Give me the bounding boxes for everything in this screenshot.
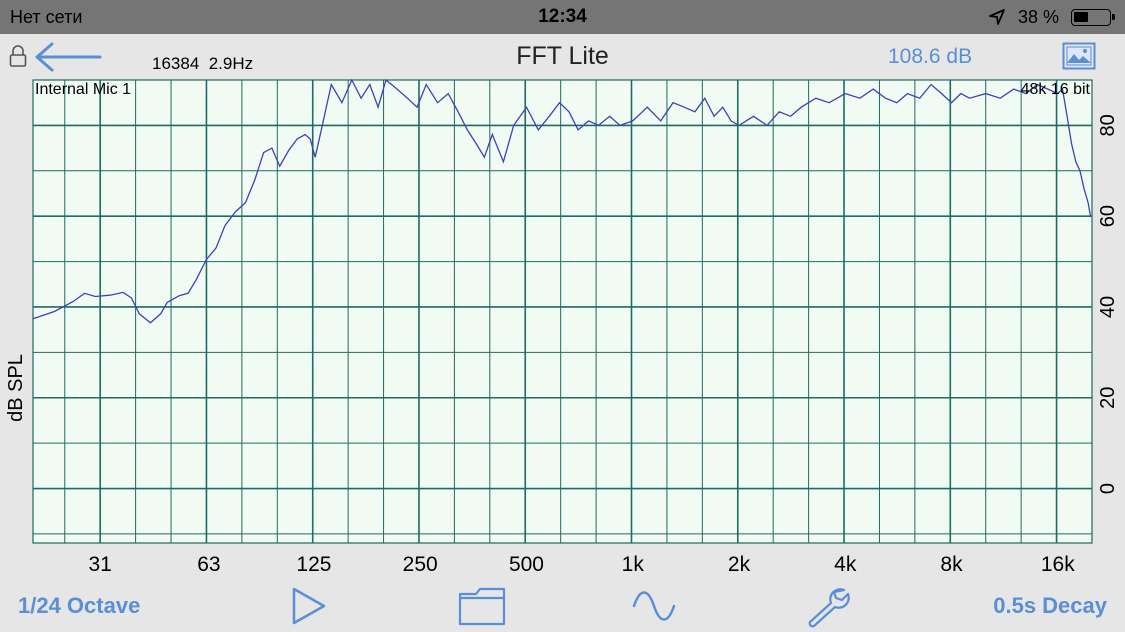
x-tick-label: 500 xyxy=(509,553,544,576)
y-tick-label: 40 xyxy=(1097,296,1119,318)
x-tick-label: 31 xyxy=(89,553,112,576)
image-icon[interactable] xyxy=(1062,42,1096,70)
octave-button[interactable]: 1/24 Octave xyxy=(18,593,141,618)
clock: 12:34 xyxy=(538,6,587,27)
x-tick-label: 16k xyxy=(1041,553,1075,576)
lock-icon[interactable] xyxy=(8,44,28,68)
x-tick-label: 1k xyxy=(622,553,645,576)
level-readout: 108.6 dB xyxy=(888,45,973,68)
x-tick-label: 250 xyxy=(403,553,438,576)
battery-icon xyxy=(1071,9,1115,26)
wrench-icon[interactable] xyxy=(804,584,852,628)
spectrum-plot[interactable]: 31 63 125 250 500 1k 2k 4k 8k 16k 0 20 40 60 80 dB SPL… xyxy=(0,78,1125,580)
plot-background xyxy=(32,79,1093,544)
x-tick-label: 63 xyxy=(197,553,220,576)
header: 16384 2.9Hz FFT Lite 108.6 dB xyxy=(0,34,1125,78)
y-axis-label: dB SPL xyxy=(5,354,27,422)
back-arrow-icon[interactable] xyxy=(34,42,102,72)
fft-size-resolution: 16384 2.9Hz xyxy=(152,54,254,73)
status-bar: Нет сети 12:34 38 % xyxy=(0,0,1125,34)
decay-button[interactable]: 0.5s Decay xyxy=(993,593,1107,618)
y-tick-label: 80 xyxy=(1097,114,1119,136)
y-tick-label: 0 xyxy=(1097,483,1119,494)
sample-format-label: 48k 16 bit xyxy=(1021,81,1091,98)
input-device-label[interactable]: Internal Mic 1 xyxy=(35,81,131,98)
x-tick-label: 125 xyxy=(296,553,331,576)
y-tick-label: 60 xyxy=(1097,205,1119,227)
spectrum-series-line xyxy=(32,78,1092,324)
sine-wave-icon[interactable] xyxy=(632,588,676,624)
play-icon[interactable] xyxy=(290,586,328,626)
location-arrow-icon xyxy=(989,9,1005,25)
x-tick-label: 4k xyxy=(834,553,857,576)
y-tick-label: 20 xyxy=(1097,387,1119,409)
bottom-toolbar: 1/24 Octave 0.5s Decay xyxy=(0,580,1125,632)
folder-icon[interactable] xyxy=(458,586,506,626)
spectrum-chart[interactable]: 31 63 125 250 500 1k 2k 4k 8k 16k 0 20 40 60 80 dB SPL… xyxy=(0,78,1125,580)
x-tick-label: 8k xyxy=(940,553,963,576)
x-tick-label: 2k xyxy=(728,553,751,576)
carrier-text: Нет сети xyxy=(10,7,83,27)
battery-percent: 38 % xyxy=(1018,7,1060,27)
